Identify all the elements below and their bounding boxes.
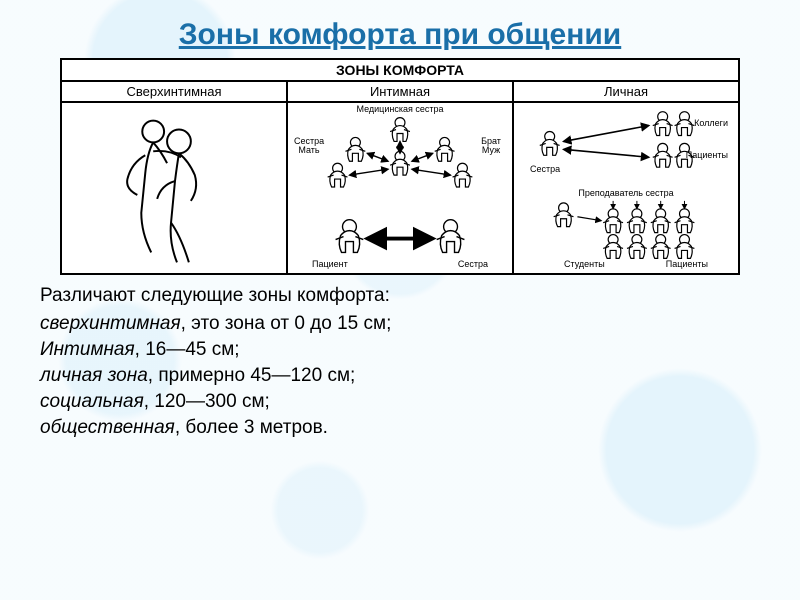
col-header-2: Личная — [514, 82, 738, 101]
col-header-1: Интимная — [288, 82, 514, 101]
comfort-zones-diagram: ЗОНЫ КОМФОРТА Сверхинтимная Интимная Лич… — [60, 58, 740, 275]
diagram-header: ЗОНЫ КОМФОРТА — [62, 60, 738, 82]
label-patients: Пациенты — [686, 151, 728, 160]
zones-intro: Различают следующие зоны комфорта: — [40, 285, 760, 307]
page-title: Зоны комфорта при общении — [40, 18, 760, 52]
label-colleagues: Коллеги — [694, 119, 728, 128]
label-sister: Сестра — [458, 260, 488, 269]
diagram-column-headers: Сверхинтимная Интимная Личная — [62, 82, 738, 103]
label-brother-husband: БратМуж — [476, 137, 506, 155]
col-header-0: Сверхинтимная — [62, 82, 288, 101]
label-med-sister: Медицинская сестра — [357, 105, 444, 114]
zone-item-3: социальная, 120—300 см; — [40, 391, 760, 413]
diagram-body: Медицинская сестра Сестра Мать БратМуж П… — [62, 103, 738, 273]
label-patient: Пациент — [312, 260, 348, 269]
nurse-patient-illustration — [62, 103, 286, 273]
intimate-figures — [288, 103, 512, 273]
col-personal: Коллеги Пациенты Сестра Преподаватель се… — [514, 103, 738, 273]
label-students: Студенты — [564, 260, 605, 269]
label-patients2: Пациенты — [666, 260, 708, 269]
col-intimate: Медицинская сестра Сестра Мать БратМуж П… — [288, 103, 514, 273]
zones-list: Различают следующие зоны комфорта: сверх… — [40, 285, 760, 439]
zone-item-1: Интимная, 16—45 см; — [40, 339, 760, 361]
zone-item-4: общественная, более 3 метров. — [40, 417, 760, 439]
label-sister-mother: Сестра Мать — [294, 137, 324, 155]
label-teacher: Преподаватель сестра — [578, 189, 673, 198]
zone-item-2: личная зона, примерно 45—120 см; — [40, 365, 760, 387]
label-sister2: Сестра — [530, 165, 560, 174]
zone-item-0: сверхинтимная, это зона от 0 до 15 см; — [40, 313, 760, 335]
col-super-intimate — [62, 103, 288, 273]
